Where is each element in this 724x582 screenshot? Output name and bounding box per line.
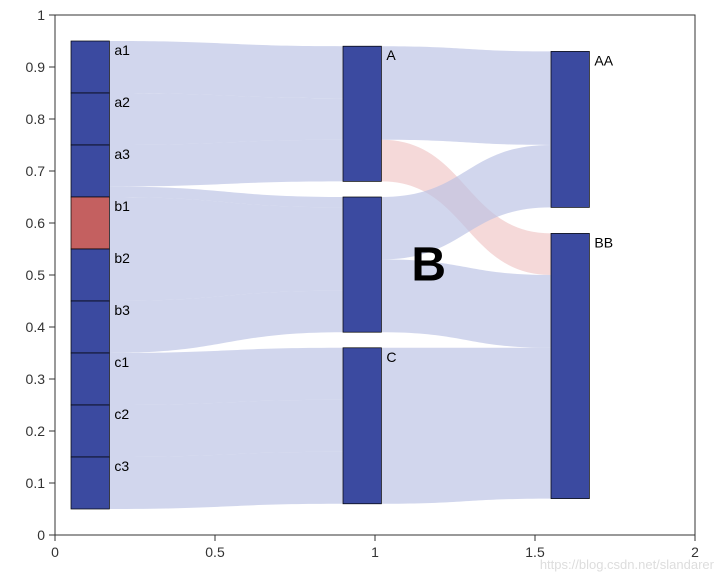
sankey-node (71, 457, 109, 509)
node-label: a2 (114, 94, 130, 110)
node-label: a1 (114, 42, 130, 58)
xtick-label: 0 (51, 544, 59, 560)
sankey-node (551, 233, 589, 498)
node-label: C (386, 349, 396, 365)
node-label: AA (594, 52, 613, 68)
flow (109, 93, 343, 145)
ytick-label: 0.5 (26, 267, 46, 283)
node-label: c2 (114, 406, 129, 422)
sankey-node (71, 249, 109, 301)
sankey-node (343, 348, 381, 504)
xtick-label: 0.5 (205, 544, 225, 560)
node-label: c3 (114, 458, 129, 474)
sankey-node (71, 41, 109, 93)
node-label-big: B (411, 239, 446, 292)
flow (109, 41, 343, 98)
flow (109, 400, 343, 457)
flow (109, 452, 343, 509)
watermark: https://blog.csdn.net/slandarer (540, 557, 715, 572)
node-label: BB (594, 234, 613, 250)
sankey-node (71, 353, 109, 405)
ytick-label: 0.9 (26, 59, 46, 75)
node-label: A (386, 47, 396, 63)
flow (381, 46, 551, 145)
ytick-label: 0.2 (26, 423, 46, 439)
ytick-label: 0.6 (26, 215, 46, 231)
sankey-node (71, 197, 109, 249)
sankey-node (71, 145, 109, 197)
xtick-label: 1 (371, 544, 379, 560)
sankey-node (343, 46, 381, 181)
flow (109, 348, 343, 405)
sankey-node (71, 93, 109, 145)
ytick-label: 0.1 (26, 475, 46, 491)
flows-group (109, 41, 551, 509)
ytick-label: 0.8 (26, 111, 46, 127)
ytick-label: 0 (37, 527, 45, 543)
flow (381, 348, 551, 504)
sankey-chart: 00.511.5200.10.20.30.40.50.60.70.80.91a1… (0, 0, 724, 577)
ytick-label: 0.3 (26, 371, 46, 387)
node-label: b2 (114, 250, 130, 266)
ytick-label: 1 (37, 7, 45, 23)
sankey-node (551, 51, 589, 207)
sankey-node (71, 301, 109, 353)
node-label: a3 (114, 146, 130, 162)
ytick-label: 0.7 (26, 163, 46, 179)
node-label: b1 (114, 198, 130, 214)
node-label: b3 (114, 302, 130, 318)
node-label: c1 (114, 354, 129, 370)
sankey-node (71, 405, 109, 457)
ytick-label: 0.4 (26, 319, 46, 335)
flow (109, 140, 343, 187)
sankey-node (343, 197, 381, 332)
